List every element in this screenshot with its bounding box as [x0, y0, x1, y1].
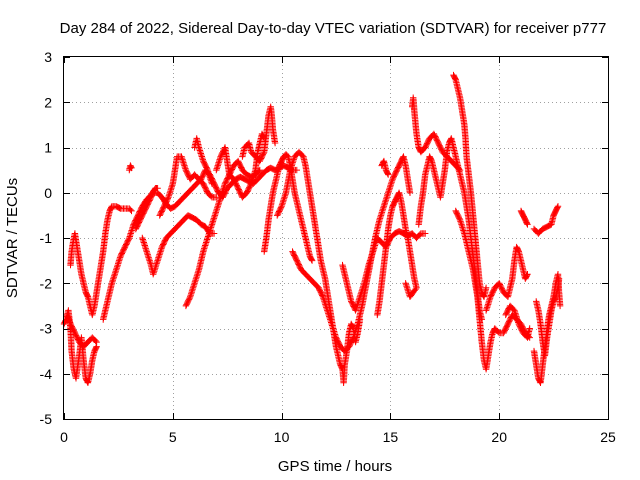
- series-v-markers: [452, 207, 533, 373]
- y-tick-label: -5: [40, 411, 53, 427]
- series-v: [452, 207, 533, 373]
- series-u: [450, 71, 490, 300]
- x-tick-label: 15: [383, 429, 399, 445]
- y-tick-label: -2: [40, 275, 53, 291]
- x-tick-label: 0: [60, 429, 68, 445]
- series-n: [274, 148, 364, 386]
- series-q-markers: [374, 189, 420, 319]
- y-tick-label: -1: [40, 230, 53, 246]
- data-points: [60, 71, 564, 386]
- axis-ticks: 0 5 10 15 20 25 -5 -4 -3 -2 -1 0 1 2 3: [40, 49, 616, 445]
- series-u-markers: [450, 71, 490, 300]
- series-l-markers: [239, 103, 279, 165]
- series-g-markers: [139, 212, 218, 278]
- plot-frame: [63, 56, 609, 420]
- x-tick-label: 10: [274, 429, 290, 445]
- y-tick-label: 1: [44, 140, 52, 156]
- series-r-markers: [378, 157, 392, 178]
- series-d-markers: [100, 185, 161, 323]
- series-i: [182, 157, 263, 310]
- series-j: [191, 135, 216, 187]
- chart-title: Day 284 of 2022, Sidereal Day-to-day VTE…: [60, 20, 607, 37]
- x-tick-label: 20: [491, 429, 507, 445]
- series-j-markers: [191, 135, 216, 187]
- series-x-markers: [502, 302, 533, 341]
- series-b-markers: [64, 311, 100, 350]
- series-e: [126, 162, 135, 174]
- series-z: [530, 203, 562, 237]
- series-s-markers: [409, 94, 464, 174]
- series-l: [239, 103, 279, 165]
- series-h: [156, 153, 220, 219]
- series-w: [482, 243, 531, 314]
- series-bb: [533, 275, 563, 359]
- y-tick-label: -3: [40, 321, 53, 337]
- series-e-markers: [126, 162, 135, 174]
- series-c: [67, 203, 135, 319]
- series-d: [100, 185, 161, 323]
- series-y: [517, 207, 531, 228]
- series-i-markers: [182, 157, 263, 310]
- x-axis-label: GPS time / hours: [278, 458, 392, 475]
- y-tick-label: 2: [44, 94, 52, 110]
- series-r: [378, 157, 392, 178]
- series-s: [409, 94, 464, 174]
- series-z-markers: [530, 203, 562, 237]
- series-h-markers: [156, 153, 220, 219]
- y-tick-label: -4: [40, 366, 53, 382]
- series-y-markers: [517, 207, 531, 228]
- y-tick-label: 3: [44, 49, 52, 65]
- series-n-markers: [274, 148, 364, 386]
- y-tick-label: 0: [44, 185, 52, 201]
- series-g: [139, 212, 218, 278]
- grid-lines: [64, 57, 608, 419]
- x-tick-label: 25: [600, 429, 616, 445]
- series-c-markers: [67, 203, 135, 319]
- series-b: [64, 311, 100, 350]
- series-q: [374, 189, 420, 319]
- series-x: [502, 302, 533, 341]
- series-w-markers: [482, 243, 531, 314]
- y-axis-label: SDTVAR / TECUs: [4, 178, 21, 298]
- series-bb-markers: [533, 275, 563, 359]
- x-tick-label: 5: [169, 429, 177, 445]
